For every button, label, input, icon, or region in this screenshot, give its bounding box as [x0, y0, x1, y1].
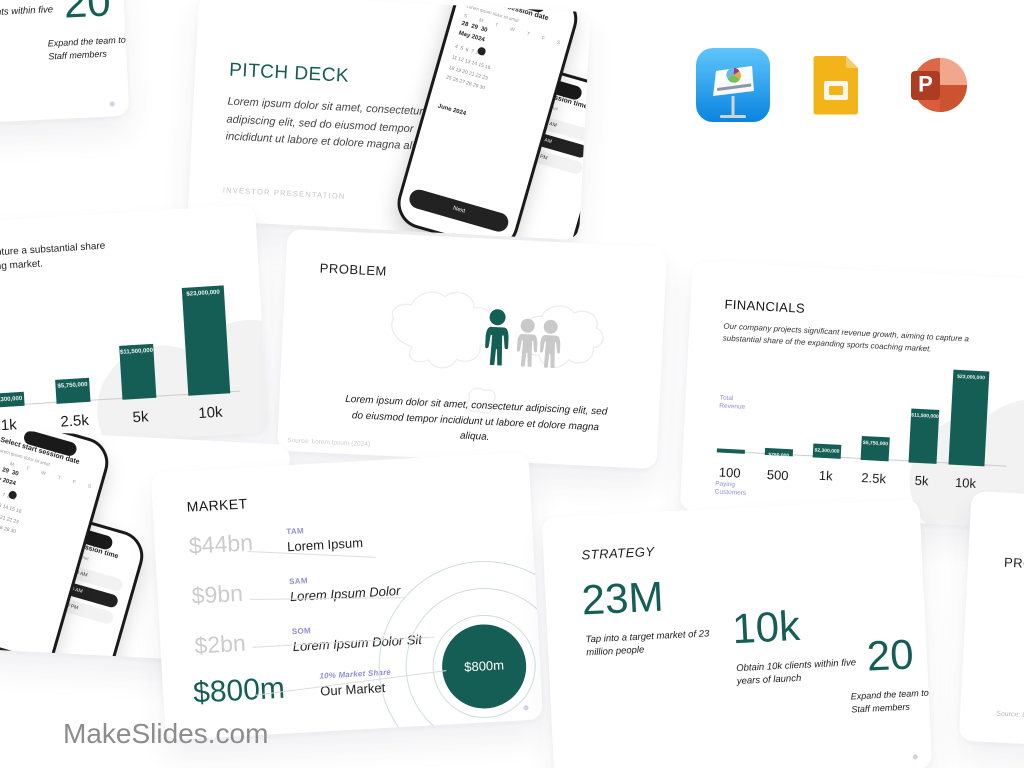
svg-text:P: P: [918, 72, 933, 97]
svg-text:$800m: $800m: [464, 657, 505, 674]
